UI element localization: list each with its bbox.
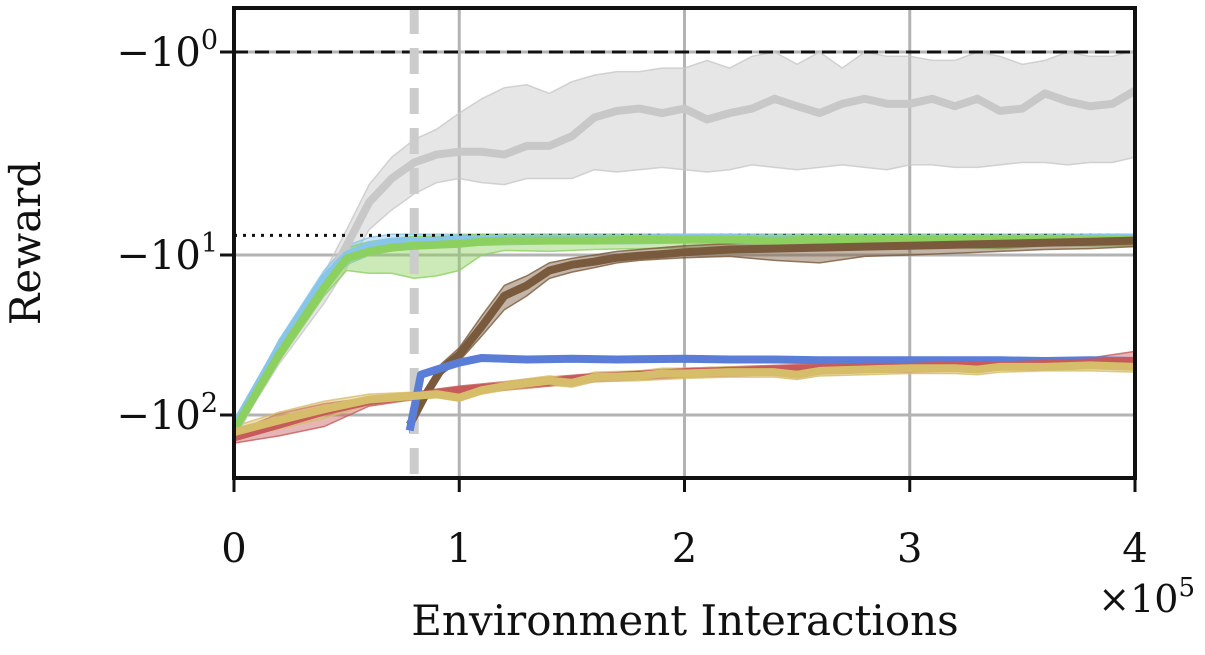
y-axis-label: Reward [1,161,50,325]
y-tick-label-2: −102 [116,388,218,439]
x-tick-label-3: 3 [897,526,922,572]
axis-ticks: 0 1 2 3 4 −100 −101 −102 [116,25,1147,572]
series-band-2 [234,233,1135,435]
series-line-6 [234,361,1135,437]
series-band-0 [234,49,1135,438]
x-offset-label: ×105 [1098,573,1195,621]
x-tick-label-2: 2 [672,526,697,572]
x-axis-label: Environment Interactions [411,596,958,645]
series-line-4 [405,353,1135,432]
x-tick-label-0: 0 [221,526,246,572]
series-line-2 [234,235,1135,433]
x-tick-label-4: 4 [1122,526,1147,572]
y-tick-label-0: −100 [116,25,218,76]
series-band-3 [408,234,1135,431]
series-line-3 [406,236,1135,427]
y-tick-label-1: −101 [116,228,218,279]
x-tick-label-1: 1 [447,526,472,572]
series-lines [234,87,1135,442]
series-line-0 [234,87,1135,436]
